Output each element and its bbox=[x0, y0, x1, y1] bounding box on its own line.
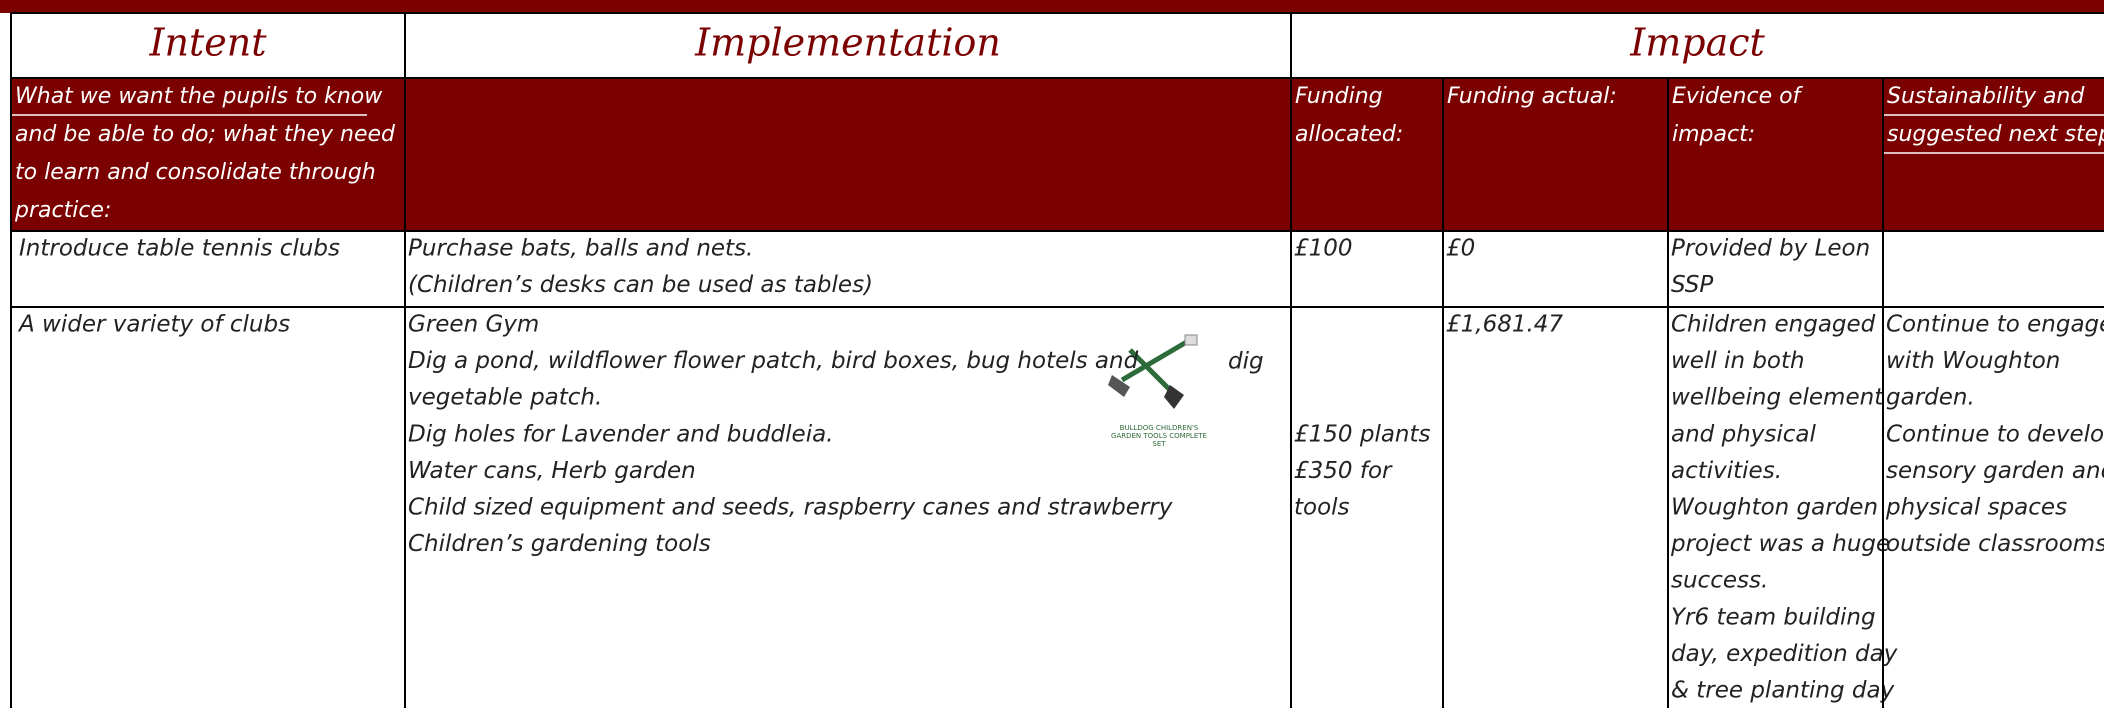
subheader-text: practice: bbox=[14, 198, 111, 223]
image-caption: GARDEN TOOLS COMPLETE bbox=[1111, 432, 1207, 440]
cell-text: day, expedition day bbox=[1671, 641, 1898, 667]
column-header: Implementation bbox=[694, 21, 1001, 65]
cell-text: £150 plants bbox=[1294, 421, 1431, 447]
cell-text: Child sized equipment and seeds, raspber… bbox=[408, 495, 1173, 521]
cell-text: Provided by Leon bbox=[1671, 236, 1870, 262]
subheader-text: Evidence of bbox=[1672, 84, 1804, 109]
image-caption: SET bbox=[1152, 440, 1166, 448]
cell-text: physical spaces bbox=[1885, 495, 2067, 521]
cell-text: £100 bbox=[1294, 236, 1353, 262]
cell-text: project was a huge bbox=[1670, 531, 1890, 557]
cell-text: £350 for bbox=[1294, 458, 1393, 484]
column-header: Impact bbox=[1629, 21, 1765, 65]
subheader-text: Sustainability and bbox=[1887, 84, 2085, 109]
cell-text: Dig a pond, wildflower flower patch, bir… bbox=[408, 348, 1139, 374]
cell-text: Continue to develop bbox=[1886, 421, 2104, 447]
cell-text: Purchase bats, balls and nets. bbox=[408, 236, 753, 262]
garden-tools-image bbox=[1108, 334, 1198, 409]
cell-text: tools bbox=[1294, 495, 1350, 521]
cell-text: activities. bbox=[1671, 458, 1782, 484]
cell-text: Dig holes for Lavender and buddleia. bbox=[408, 421, 834, 447]
subheader-text: to learn and consolidate through bbox=[15, 160, 376, 185]
cell-text: (Children’s desks can be used as tables) bbox=[408, 272, 873, 298]
cell-text: Introduce table tennis clubs bbox=[19, 236, 340, 262]
cell-text: A wider variety of clubs bbox=[17, 312, 290, 338]
cell-text: Children’s gardening tools bbox=[408, 531, 711, 557]
cell-text: well in both bbox=[1671, 348, 1805, 374]
subheader-text: What we want the pupils to know bbox=[15, 84, 383, 109]
subheader-text: impact: bbox=[1672, 122, 1755, 147]
cell-text: Continue to engage bbox=[1886, 312, 2104, 338]
subheader-text: suggested next steps: bbox=[1887, 122, 2104, 147]
image-caption: BULLDOG CHILDREN'S bbox=[1120, 424, 1199, 432]
cell-text: Green Gym bbox=[408, 312, 539, 338]
top-band bbox=[0, 0, 2104, 13]
cell-text: sensory garden and bbox=[1886, 458, 2104, 484]
cell-text: SSP bbox=[1671, 272, 1713, 298]
cell-text: dig bbox=[1228, 349, 1264, 375]
cell-text: vegetable patch. bbox=[408, 385, 602, 411]
cell-text: £1,681.47 bbox=[1446, 312, 1563, 338]
cell-text: with Woughton bbox=[1886, 348, 2060, 374]
cell-text: outside classrooms. bbox=[1886, 531, 2104, 557]
cell-text: wellbeing element bbox=[1671, 385, 1884, 411]
cell-text: £0 bbox=[1446, 236, 1475, 262]
subheader-text: allocated: bbox=[1295, 122, 1403, 147]
cell-text: garden. bbox=[1886, 385, 1975, 411]
cell-text: and physical bbox=[1671, 421, 1816, 447]
column-header: Intent bbox=[149, 21, 268, 65]
subheader-band bbox=[11, 78, 2104, 231]
subheader-text: Funding actual: bbox=[1447, 84, 1617, 109]
cell-text: Woughton garden bbox=[1671, 495, 1878, 521]
subheader-text: Funding bbox=[1295, 84, 1383, 109]
cell-text: Yr6 team building bbox=[1671, 604, 1876, 630]
cell-text: Children engaged bbox=[1671, 312, 1876, 338]
cell-text: Water cans, Herb garden bbox=[408, 458, 696, 484]
cell-text: success. bbox=[1671, 568, 1768, 594]
cell-text: & tree planting day bbox=[1671, 678, 1895, 704]
subheader-text: and be able to do; what they need bbox=[15, 122, 396, 147]
